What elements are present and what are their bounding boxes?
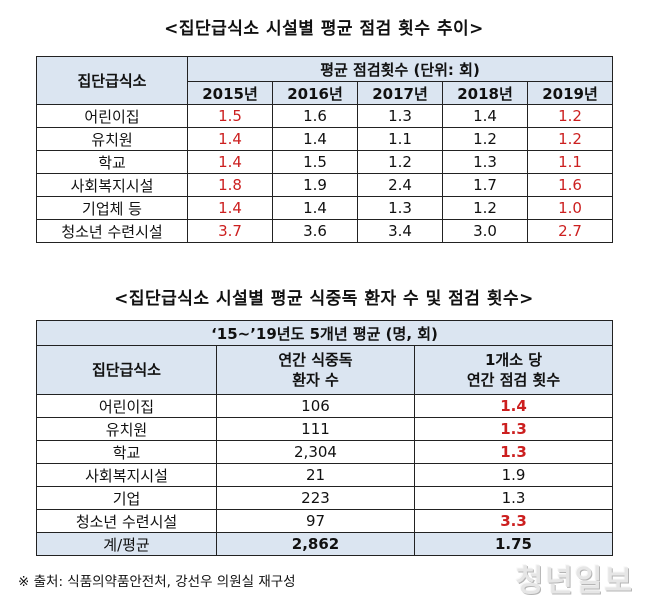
table-row: 어린이집 106 1.4 — [36, 394, 613, 418]
table-row: 학교 1.4 1.5 1.2 1.3 1.1 — [36, 150, 614, 174]
value-cell: 1.2 — [442, 127, 528, 151]
value-cell: 2.7 — [526, 219, 614, 243]
value-cell: 3.4 — [357, 219, 443, 243]
inspections-cell: 3.3 — [414, 509, 613, 533]
total-row: 계/평균 2,862 1.75 — [36, 532, 613, 556]
value-cell: 1.3 — [357, 104, 443, 128]
facility-name: 유치원 — [36, 417, 217, 441]
inspections-header: 1개소 당 연간 점검 횟수 — [414, 345, 613, 395]
table2-title: <집단급식소 시설별 평균 식중독 환자 수 및 점검 횟수> — [114, 289, 534, 309]
corner-header: 집단급식소 — [36, 56, 188, 105]
inspections-cell: 1.3 — [414, 440, 613, 464]
patients-cell: 97 — [216, 509, 415, 533]
inspections-cell: 1.9 — [414, 463, 613, 487]
table-row: 사회복지시설 1.8 1.9 2.4 1.7 1.6 — [36, 173, 614, 197]
facility-name: 기업 — [36, 486, 217, 510]
value-cell: 1.3 — [442, 150, 528, 174]
value-cell: 1.3 — [357, 196, 443, 220]
table-row: 학교 2,304 1.3 — [36, 440, 613, 464]
period-header: ‘15~’19년도 5개년 평균 (명, 회) — [36, 320, 613, 346]
table-row: 기업 223 1.3 — [36, 486, 613, 510]
table-row: 청소년 수련시설 97 3.3 — [36, 509, 613, 533]
value-cell: 1.8 — [187, 173, 273, 197]
inspections-header-line2: 연간 점검 횟수 — [466, 371, 561, 389]
inspections-header-line1: 1개소 당 — [484, 351, 543, 369]
facility-name: 사회복지시설 — [36, 173, 188, 197]
value-cell: 1.4 — [272, 127, 358, 151]
table-row: 사회복지시설 21 1.9 — [36, 463, 613, 487]
year-header: 2015년 — [187, 81, 273, 105]
total-patients: 2,862 — [216, 532, 415, 556]
value-cell: 1.4 — [272, 196, 358, 220]
value-cell: 1.2 — [442, 196, 528, 220]
patients-header-line2: 환자 수 — [292, 371, 339, 389]
year-header: 2018년 — [442, 81, 528, 105]
facility-name: 어린이집 — [36, 104, 188, 128]
corner-header: 집단급식소 — [36, 345, 217, 395]
facility-name: 어린이집 — [36, 394, 217, 418]
source-note: ※ 출처: 식품의약품안전처, 강선우 의원실 재구성 — [18, 574, 296, 590]
facility-name: 학교 — [36, 440, 217, 464]
year-header: 2017년 — [357, 81, 443, 105]
patients-header-line1: 연간 식중독 — [278, 351, 353, 369]
patients-cell: 21 — [216, 463, 415, 487]
inspections-cell: 1.3 — [414, 486, 613, 510]
value-cell: 1.1 — [357, 127, 443, 151]
value-cell: 1.6 — [526, 173, 614, 197]
table-row: 유치원 111 1.3 — [36, 417, 613, 441]
total-label: 계/평균 — [36, 532, 217, 556]
total-inspections: 1.75 — [414, 532, 613, 556]
value-cell: 1.2 — [526, 127, 614, 151]
value-cell: 1.5 — [187, 104, 273, 128]
value-cell: 1.4 — [187, 150, 273, 174]
value-cell: 1.6 — [272, 104, 358, 128]
inspection-trend-table: 집단급식소 평균 점검횟수 (단위: 회) 2015년 2016년 2017년 … — [36, 56, 614, 243]
value-cell: 3.0 — [442, 219, 528, 243]
patients-inspections-table: ‘15~’19년도 5개년 평균 (명, 회) 집단급식소 연간 식중독 환자 … — [36, 320, 613, 556]
table1-title: <집단급식소 시설별 평균 점검 횟수 추이> — [164, 19, 484, 39]
value-cell: 3.6 — [272, 219, 358, 243]
facility-name: 청소년 수련시설 — [36, 509, 217, 533]
table-row: 어린이집 1.5 1.6 1.3 1.4 1.2 — [36, 104, 614, 128]
table-row: 청소년 수련시설 3.7 3.6 3.4 3.0 2.7 — [36, 219, 614, 243]
value-cell: 1.4 — [187, 127, 273, 151]
year-header: 2019년 — [526, 81, 614, 105]
value-cell: 1.4 — [187, 196, 273, 220]
facility-name: 학교 — [36, 150, 188, 174]
watermark-logo: 청년일보 — [515, 564, 634, 599]
patients-header: 연간 식중독 환자 수 — [216, 345, 415, 395]
table-row: 유치원 1.4 1.4 1.1 1.2 1.2 — [36, 127, 614, 151]
value-cell: 1.5 — [272, 150, 358, 174]
value-cell: 1.2 — [357, 150, 443, 174]
value-cell: 1.2 — [526, 104, 614, 128]
facility-name: 사회복지시설 — [36, 463, 217, 487]
value-cell: 1.9 — [272, 173, 358, 197]
value-cell: 1.7 — [442, 173, 528, 197]
facility-name: 기업체 등 — [36, 196, 188, 220]
patients-cell: 106 — [216, 394, 415, 418]
value-cell: 1.1 — [526, 150, 614, 174]
patients-cell: 2,304 — [216, 440, 415, 464]
facility-name: 유치원 — [36, 127, 188, 151]
group-header: 평균 점검횟수 (단위: 회) — [186, 56, 614, 82]
facility-name: 청소년 수련시설 — [36, 219, 188, 243]
table-row: 기업체 등 1.4 1.4 1.3 1.2 1.0 — [36, 196, 614, 220]
inspections-cell: 1.4 — [414, 394, 613, 418]
value-cell: 2.4 — [357, 173, 443, 197]
patients-cell: 223 — [216, 486, 415, 510]
value-cell: 1.4 — [442, 104, 528, 128]
value-cell: 3.7 — [187, 219, 273, 243]
value-cell: 1.0 — [526, 196, 614, 220]
patients-cell: 111 — [216, 417, 415, 441]
year-header: 2016년 — [272, 81, 358, 105]
inspections-cell: 1.3 — [414, 417, 613, 441]
